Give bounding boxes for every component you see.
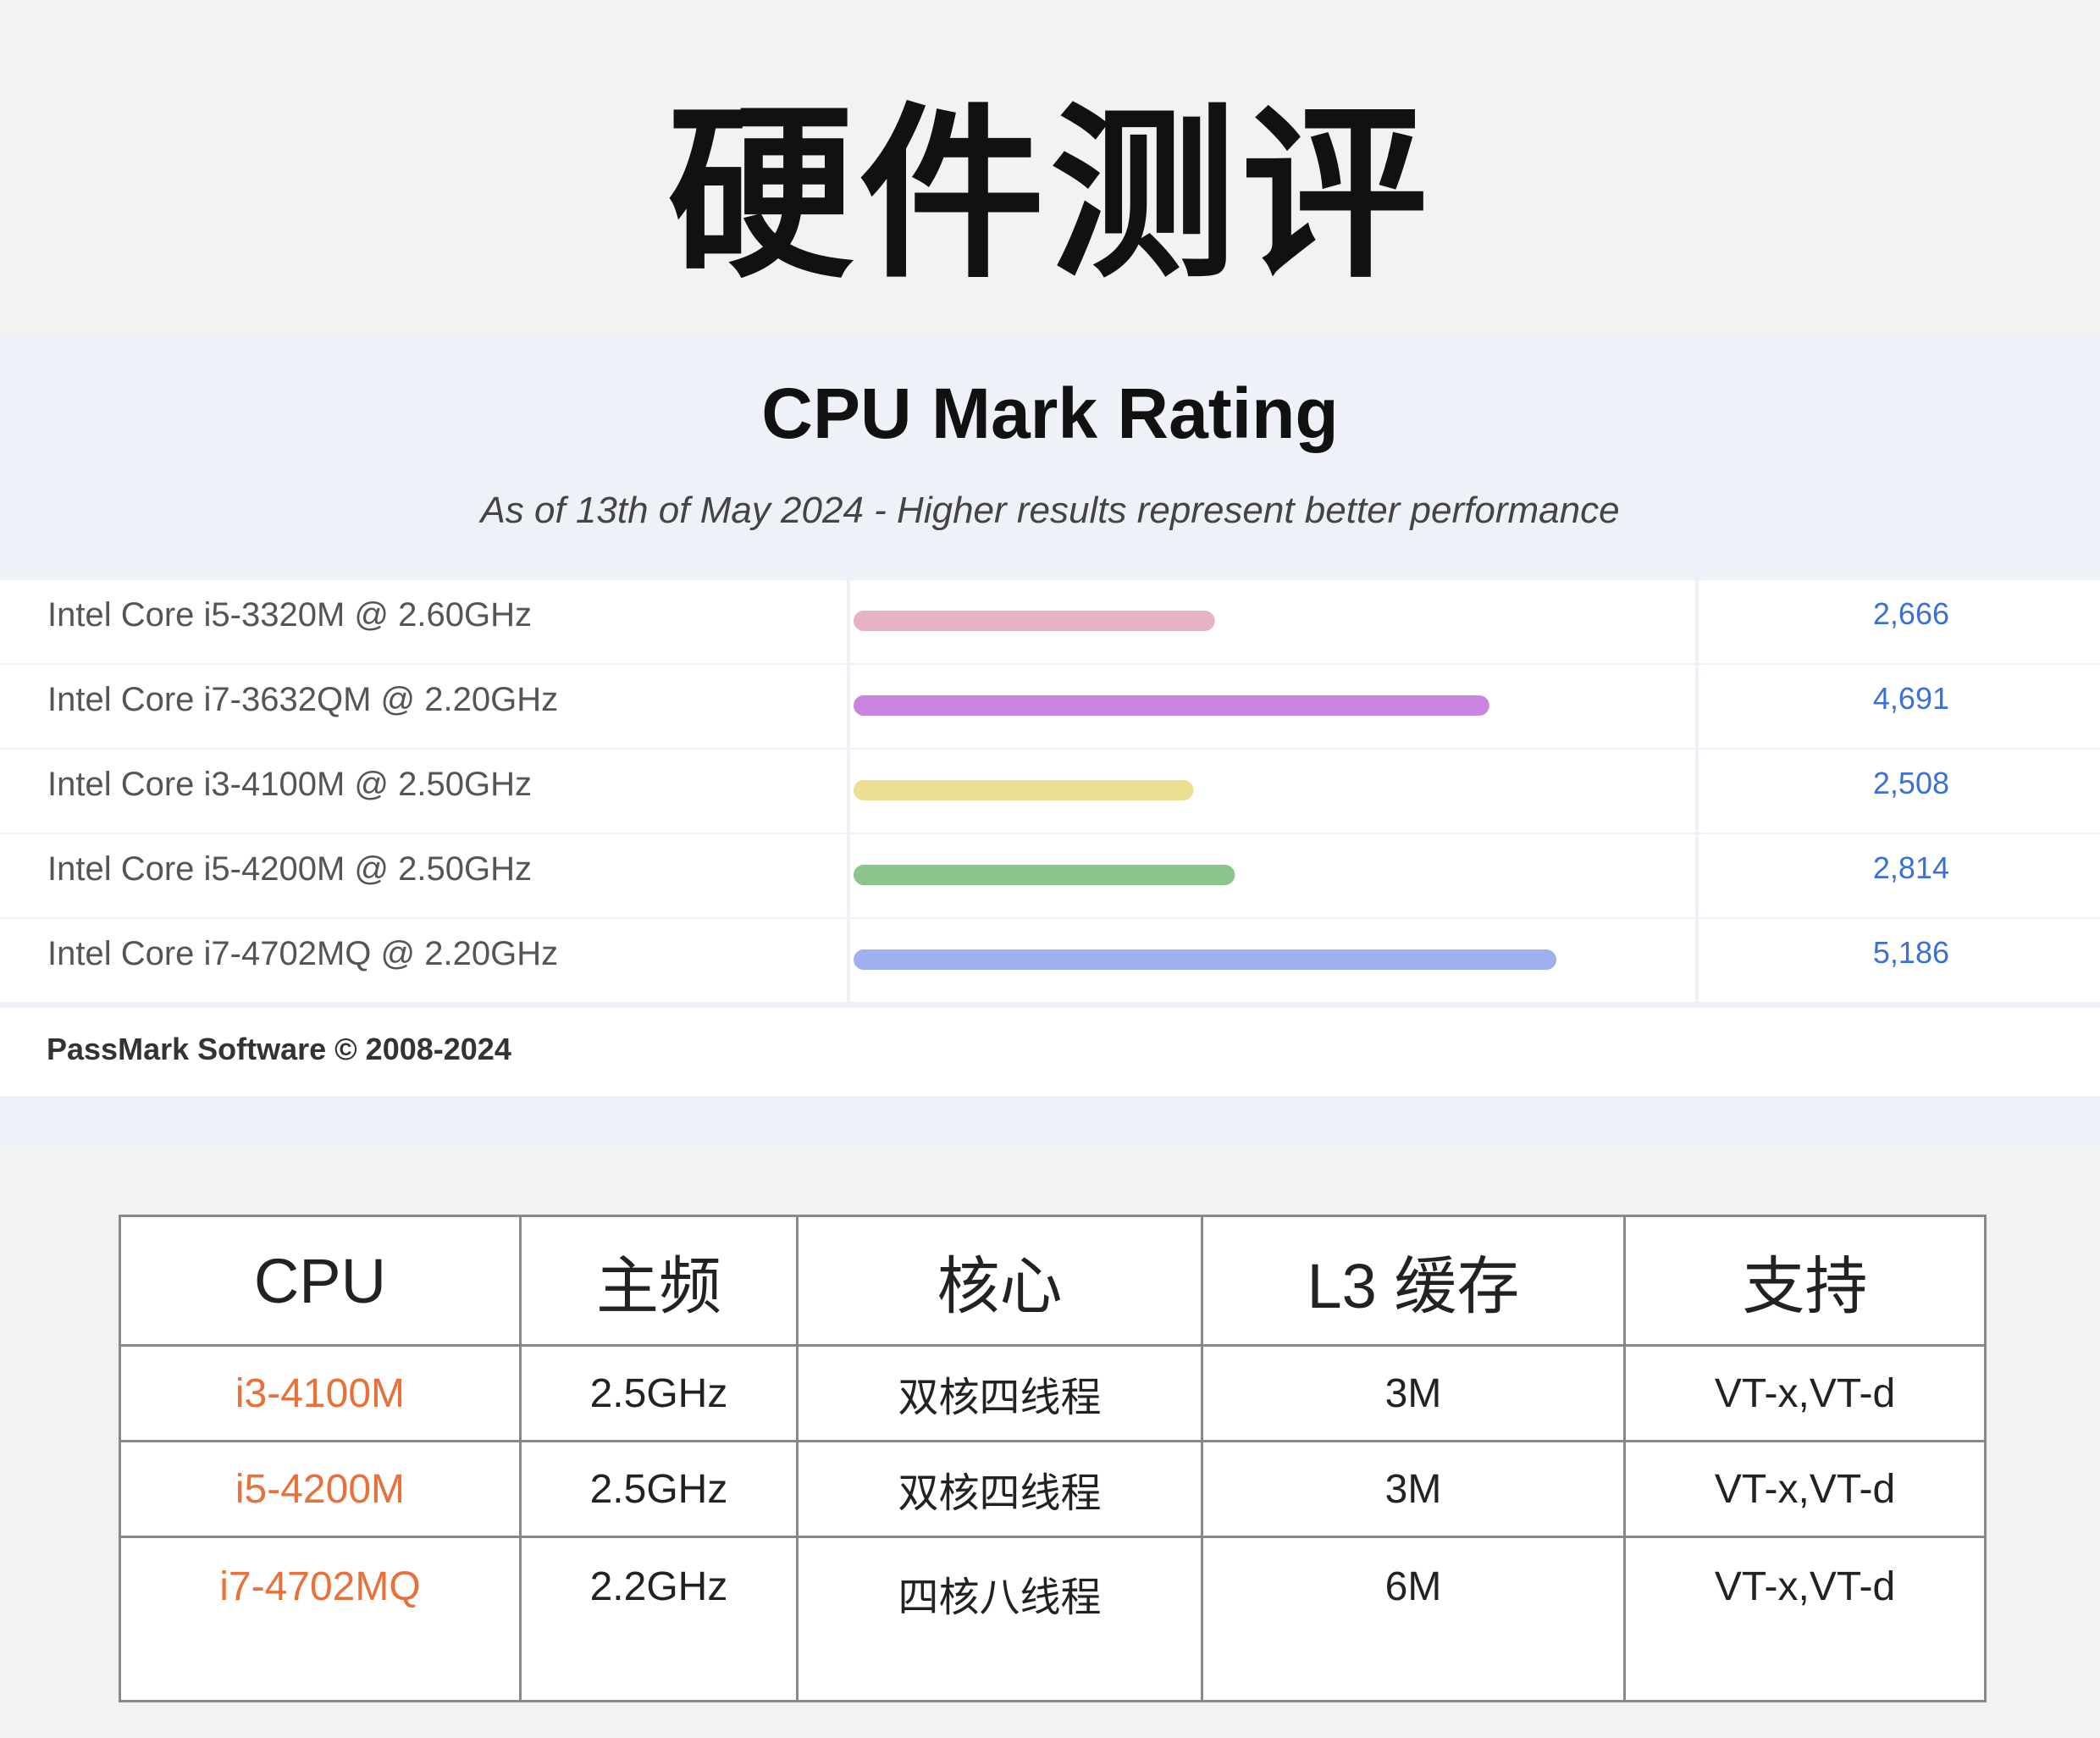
- cell-frequency: 2.5GHz: [518, 1344, 799, 1442]
- header-frequency: 主频: [518, 1215, 799, 1347]
- data-label: 2,508: [1873, 766, 1949, 800]
- cell-cpu: i7-4702MQ: [119, 1536, 522, 1702]
- bar: [854, 780, 1194, 800]
- bar: [854, 949, 1556, 970]
- cell-cores: 双核四线程: [796, 1344, 1203, 1442]
- cell-l3-cache: 3M: [1200, 1440, 1627, 1538]
- table-header-row: CPU 主频 核心 L3 缓存 支持: [119, 1215, 1987, 1347]
- chart-footer: PassMark Software © 2008-2024: [47, 1032, 511, 1066]
- category-label: Intel Core i7-3632QM @ 2.20GHz: [47, 681, 558, 718]
- cell-l3-cache: 3M: [1200, 1344, 1627, 1442]
- category-label: Intel Core i5-4200M @ 2.50GHz: [47, 850, 532, 888]
- chart-subtitle: As of 13th of May 2024 - Higher results …: [480, 490, 1620, 531]
- header-cpu: CPU: [119, 1215, 522, 1347]
- data-label: 5,186: [1873, 935, 1949, 970]
- cell-frequency: 2.2GHz: [518, 1536, 799, 1702]
- cpu-spec-table: CPU 主频 核心 L3 缓存 支持 i3-4100M 2.5GHz 双核四线程…: [119, 1215, 1987, 1702]
- cpu-mark-bar-chart: Intel Core i5-3320M @ 2.60GHz 2,666 Intel …: [0, 580, 2100, 1002]
- header-l3-cache: L3 缓存: [1200, 1215, 1627, 1347]
- cell-support: VT-x,VT-d: [1623, 1440, 1987, 1538]
- row-value-cell: [1699, 750, 2100, 833]
- cell-frequency: 2.5GHz: [518, 1440, 799, 1538]
- row-label-cell: [0, 919, 847, 1002]
- header-cores: 核心: [796, 1215, 1203, 1347]
- chart-footer-box: [0, 1008, 2100, 1096]
- page-title: 硬件测评: [666, 86, 1433, 303]
- data-label: 2,666: [1873, 596, 1949, 631]
- row-value-cell: [1699, 580, 2100, 663]
- category-label: Intel Core i7-4702MQ @ 2.20GHz: [47, 935, 558, 972]
- bar: [854, 865, 1235, 885]
- bar: [854, 695, 1489, 716]
- cell-cores: 双核四线程: [796, 1440, 1203, 1538]
- table-row: i5-4200M 2.5GHz 双核四线程 3M VT-x,VT-d: [119, 1440, 1987, 1538]
- cell-support: VT-x,VT-d: [1623, 1536, 1987, 1702]
- header-support: 支持: [1623, 1215, 1987, 1347]
- data-label: 2,814: [1873, 850, 1949, 885]
- table-row: i7-4702MQ 2.2GHz 四核八线程 6M VT-x,VT-d: [119, 1536, 1987, 1702]
- row-label-cell: [0, 750, 847, 833]
- category-label: Intel Core i5-3320M @ 2.60GHz: [47, 596, 532, 634]
- row-value-cell: [1699, 665, 2100, 748]
- chart-title: CPU Mark Rating: [761, 374, 1339, 453]
- category-label: Intel Core i3-4100M @ 2.50GHz: [47, 766, 532, 803]
- bar: [854, 611, 1215, 631]
- table-row: i3-4100M 2.5GHz 双核四线程 3M VT-x,VT-d: [119, 1344, 1987, 1442]
- row-label-cell: [0, 834, 847, 917]
- cell-l3-cache: 6M: [1200, 1536, 1627, 1702]
- row-label-cell: [0, 665, 847, 748]
- cell-cores: 四核八线程: [796, 1536, 1203, 1702]
- cell-cpu: i5-4200M: [119, 1440, 522, 1538]
- row-label-cell: [0, 580, 847, 663]
- data-label: 4,691: [1873, 681, 1949, 716]
- cell-support: VT-x,VT-d: [1623, 1344, 1987, 1442]
- cell-cpu: i3-4100M: [119, 1344, 522, 1442]
- row-value-cell: [1699, 834, 2100, 917]
- row-value-cell: [1699, 919, 2100, 1002]
